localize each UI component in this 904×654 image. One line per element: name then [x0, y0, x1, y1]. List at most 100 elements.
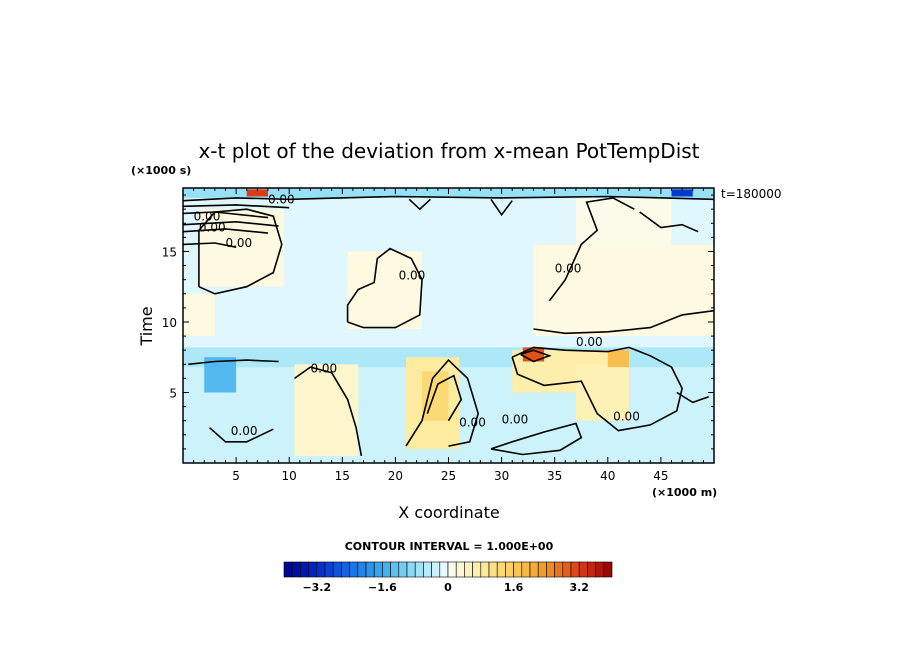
colorbar-swatch [521, 561, 531, 578]
contour-line [188, 359, 279, 366]
contour-lines [183, 195, 714, 457]
colorbar-tick-labels: −3.2 −1.6 0 1.6 3.2 [302, 581, 589, 594]
anomaly-cell [204, 357, 237, 393]
colorbar-swatch [488, 561, 498, 578]
contour-line [490, 198, 513, 217]
anomaly-cell [246, 189, 268, 197]
contour-label: 0.00 [502, 413, 529, 427]
contour-label: 0.00 [268, 193, 295, 207]
y-tick-label: 10 [162, 316, 177, 330]
colorbar-tick-label: 1.6 [504, 581, 524, 594]
anomaly-cell [533, 244, 714, 337]
contour-line [209, 427, 274, 443]
colorbar-swatch [554, 561, 564, 578]
anomaly-cell [294, 364, 359, 456]
colorbar-tick-label: 3.2 [569, 581, 589, 594]
colorbar-swatch [595, 561, 605, 578]
x-unit-label: (×1000 m) [652, 486, 717, 499]
x-tick-label: 30 [494, 469, 509, 483]
contour-line [520, 349, 552, 363]
x-tick-label: 20 [388, 469, 403, 483]
x-tick-label: 5 [232, 469, 240, 483]
colorbar-swatch [603, 561, 613, 578]
colorbar-swatch [382, 561, 391, 578]
contour-label: 0.00 [399, 269, 426, 283]
colorbar-swatch [455, 561, 465, 578]
contour-line [639, 211, 699, 233]
anomaly-cell [607, 350, 630, 368]
contour-line [511, 346, 683, 432]
x-tick-label: 40 [600, 469, 615, 483]
colorbar-swatch [365, 561, 375, 578]
colorbar-swatch [300, 561, 309, 578]
contour-line [183, 220, 279, 227]
colorbar-swatch [537, 561, 547, 578]
contour-label: 0.00 [576, 335, 603, 349]
contour-line [405, 358, 480, 447]
x-tick-label: 35 [547, 469, 562, 483]
contour-line [294, 366, 363, 457]
colorbar-swatch [439, 561, 449, 578]
x-tick-label: 25 [441, 469, 456, 483]
colorbar-swatch [324, 561, 334, 578]
contour-line [183, 195, 714, 202]
colorbar-swatch [587, 561, 596, 578]
colorbar-swatch [390, 561, 400, 578]
colorbar-swatch [406, 561, 416, 578]
contour-interval-text: CONTOUR INTERVAL = 1.000E+00 [345, 540, 554, 553]
colorbar-swatch [423, 561, 432, 578]
colorbar-swatch [291, 561, 301, 578]
contour-line [183, 242, 237, 248]
colorbar-swatch [529, 561, 539, 578]
anomaly-cell [575, 364, 630, 421]
contour-line [426, 374, 463, 422]
plot-area: 0.000.000.000.000.000.000.000.000.000.00… [162, 187, 715, 483]
contour-line [490, 422, 583, 456]
contour-label: 0.00 [613, 410, 640, 424]
chart-title: x-t plot of the deviation from x-mean Po… [198, 139, 699, 163]
colorbar [283, 561, 613, 578]
anomaly-cell [421, 371, 449, 421]
contour-label: 0.00 [199, 221, 226, 235]
colorbar-swatch [505, 561, 514, 578]
anomaly-cell [347, 251, 422, 330]
colorbar-swatch [283, 561, 293, 578]
time-stamp: t=180000 [721, 187, 782, 201]
colorbar-swatch [398, 561, 408, 578]
colorbar-swatch [431, 561, 441, 578]
contour-label: 0.00 [459, 415, 486, 429]
contour-line [548, 197, 635, 302]
contour-label: 0.00 [310, 362, 337, 376]
contour-line [346, 247, 423, 329]
colorbar-swatch [496, 561, 506, 578]
contour-line [183, 228, 269, 234]
colorbar-swatch [472, 561, 482, 578]
x-tick-label: 45 [653, 469, 668, 483]
y-unit-label: (×1000 s) [131, 164, 191, 177]
colorbar-swatch [332, 561, 342, 578]
colorbar-swatch [570, 561, 580, 578]
colorbar-swatch [373, 561, 383, 578]
colorbar-swatch [447, 561, 457, 578]
contour-line [198, 208, 283, 295]
contour-label: 0.00 [225, 236, 252, 250]
x-tick-label: 10 [282, 469, 297, 483]
colorbar-swatch [357, 561, 367, 578]
colorbar-tick-label: −3.2 [302, 581, 331, 594]
colorbar-swatch [464, 561, 473, 578]
colorbar-swatch [308, 561, 318, 578]
contour-label: 0.00 [555, 262, 582, 276]
colorbar-swatch [316, 561, 326, 578]
x-axis-ticks: 5 10 15 20 25 30 35 40 45 [193, 188, 704, 483]
y-tick-label: 5 [169, 386, 177, 400]
colorbar-swatch [349, 561, 359, 578]
colorbar-swatch [578, 561, 588, 578]
colorbar-tick-label: 0 [444, 581, 452, 594]
colorbar-tick-label: −1.6 [368, 581, 397, 594]
contour-line [183, 211, 269, 219]
y-tick-label: 15 [162, 245, 177, 259]
y-axis-label: Time [137, 306, 156, 346]
contour-label: 0.00 [194, 209, 221, 223]
x-tick-label: 15 [335, 469, 350, 483]
